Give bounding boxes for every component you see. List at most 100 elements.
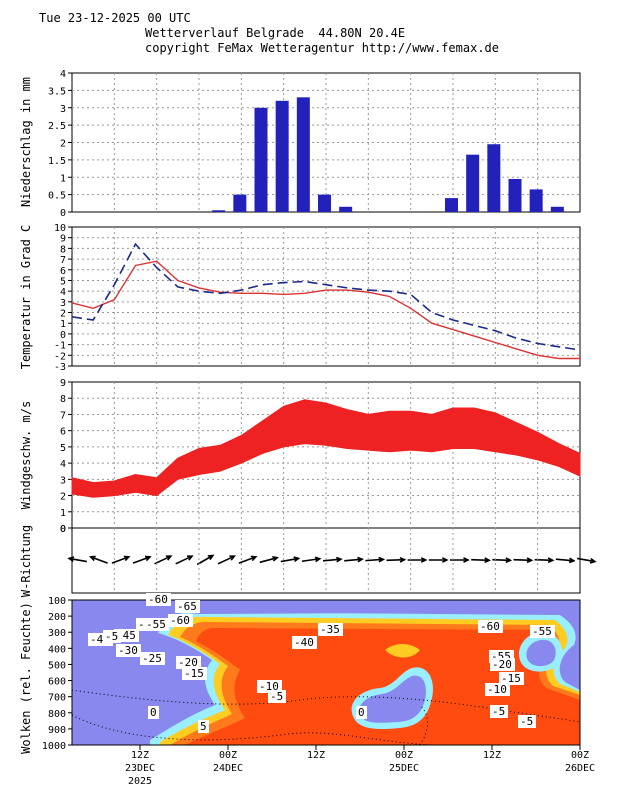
cloud-ytick-label: 200 — [48, 612, 66, 623]
wind-direction-arrow — [196, 554, 214, 566]
wind-direction-arrow — [301, 557, 320, 563]
winddir-ylabel: W-Richtung — [19, 525, 33, 597]
x-tick-label: 12Z — [131, 750, 149, 761]
precip-bar — [318, 194, 331, 212]
wind-direction-arrowhead — [484, 557, 491, 564]
temp-ytick-label: -2 — [54, 351, 66, 362]
cloud-ytick-label: 900 — [48, 725, 66, 736]
contour-label: -55 — [146, 618, 166, 631]
cloud-ytick-label: 800 — [48, 709, 66, 720]
contour-label-bg — [485, 683, 510, 696]
wind-direction-arrowhead — [441, 557, 449, 563]
wind-direction-arrow — [322, 558, 342, 562]
wind-direction-arrowhead — [293, 556, 301, 563]
wind-direction-arrow — [280, 557, 299, 563]
precip-ytick-label: 0 — [60, 208, 66, 219]
contour-label-bg — [116, 644, 141, 657]
wind-direction-arrowhead — [505, 557, 513, 564]
wind-ytick-label: 1 — [60, 508, 66, 519]
wind-direction-arrowhead — [186, 555, 194, 561]
contour-label-bg — [182, 667, 207, 680]
wind-ytick-label: 8 — [60, 394, 66, 405]
wind-ytick-label: 6 — [60, 427, 66, 438]
temp-ytick-label: 1 — [60, 319, 66, 330]
temp-ytick-label: 3 — [60, 298, 66, 309]
contour-label: -15 — [184, 667, 204, 680]
temperature-line — [71, 260, 580, 360]
wind-ytick-label: 4 — [60, 459, 66, 470]
contour-label-bg — [530, 625, 555, 638]
x-date-label: 23DEC — [125, 763, 155, 774]
temp-ylabel: Temperatur in Grad C — [19, 225, 33, 370]
x-tick-label: 00Z — [571, 750, 589, 761]
precip-ylabel: Niederschlag in mm — [19, 77, 33, 207]
x-tick-label: 00Z — [395, 750, 413, 761]
cloud-ytick-label: 400 — [48, 644, 66, 655]
precip-ytick-label: 1 — [60, 173, 66, 184]
temp-ytick-label: 4 — [60, 287, 66, 298]
contour-label: -55 — [532, 625, 552, 638]
wind-direction-arrowhead — [250, 555, 258, 562]
contour-label-bg — [292, 636, 317, 649]
contour-label: -35 — [320, 623, 340, 636]
temp-ytick-label: 0 — [60, 330, 66, 341]
wind-direction-arrowhead — [463, 557, 470, 563]
wind-direction-arrowhead — [526, 557, 534, 564]
wind-direction-arrowhead — [207, 554, 215, 561]
cloud-ylabel: Wolken (rel. Feuchte) — [19, 602, 33, 754]
wind-ytick-label: 7 — [60, 410, 66, 421]
contour-label-bg — [356, 706, 367, 719]
contour-label: -15 — [501, 672, 521, 685]
contour-label-bg — [148, 706, 159, 719]
contour-label: -30 — [118, 644, 138, 657]
contour-label-bg — [318, 623, 343, 636]
wind-ylabel: Windgeschw. m/s — [19, 401, 33, 509]
contour-label-bg — [268, 690, 286, 703]
chart-location: Wetterverlauf Belgrade 44.80N 20.4E — [145, 26, 406, 40]
temp-ytick-label: 5 — [60, 276, 66, 287]
contour-label-bg — [144, 618, 169, 631]
x-tick-label: 00Z — [219, 750, 237, 761]
precip-bar — [529, 189, 543, 212]
winddir-ytick-label: 0 — [60, 524, 66, 535]
contour-label: 5 — [200, 720, 207, 733]
contour-label: -60 — [480, 620, 500, 633]
wind-direction-arrow — [90, 556, 108, 564]
wind-direction-arrowhead — [420, 557, 428, 563]
temp-ytick-label: 10 — [54, 223, 66, 234]
wind-direction-arrowhead — [144, 555, 152, 562]
precip-bar — [296, 97, 310, 212]
x-tick-label: 12Z — [483, 750, 501, 761]
wind-direction-arrowhead — [88, 555, 96, 562]
x-year-label: 2025 — [128, 776, 152, 787]
wind-ytick-label: 0 — [60, 524, 66, 535]
wind-direction-arrowhead — [67, 556, 75, 563]
chart-datetime: Tue 23-12-2025 00 UTC — [39, 11, 191, 25]
contour-label-bg — [478, 620, 503, 633]
temp-ytick-label: 6 — [60, 266, 66, 277]
wind-direction-arrowhead — [589, 557, 597, 564]
temp-ytick-label: 8 — [60, 244, 66, 255]
contour-label: 0 — [150, 706, 157, 719]
contour-label: -20 — [178, 656, 198, 669]
wind-direction-arrow — [217, 555, 235, 565]
temp-ytick-label: -3 — [54, 362, 66, 373]
wind-ytick-label: 2 — [60, 492, 66, 503]
contour-label-bg — [175, 600, 200, 613]
contour-label: -5 — [492, 705, 505, 718]
wind-direction-arrow — [386, 558, 405, 562]
wind-ytick-label: 3 — [60, 475, 66, 486]
contour-label-bg — [176, 656, 201, 669]
wind-direction-arrow — [513, 558, 532, 562]
contour-label: -5 — [270, 690, 283, 703]
precip-bar — [508, 178, 522, 212]
contour-label-bg — [490, 705, 508, 718]
contour-label-bg — [198, 720, 209, 733]
contour-label: -10 — [487, 683, 507, 696]
wind-direction-arrow — [111, 556, 130, 564]
contour-label: -65 — [177, 600, 197, 613]
x-date-label: 25DEC — [389, 763, 419, 774]
wind-direction-arrowhead — [229, 555, 236, 561]
contour-label-bg — [257, 680, 282, 693]
